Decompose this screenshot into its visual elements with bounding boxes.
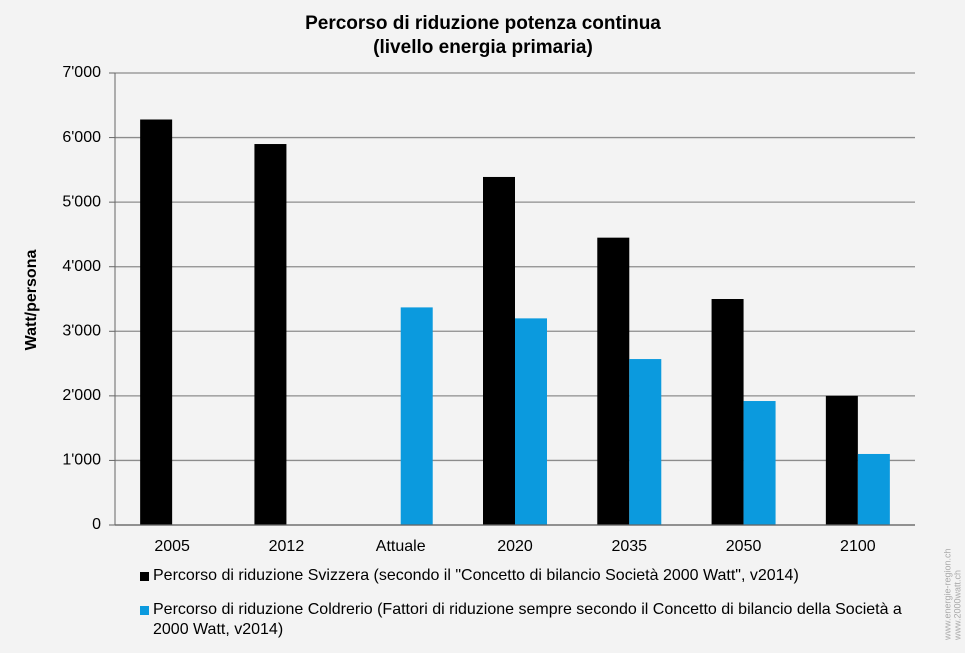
y-tick-label: 5'000 <box>62 193 101 210</box>
legend-swatch <box>140 606 149 615</box>
bar <box>825 395 858 525</box>
y-tick-label: 1'000 <box>62 452 101 469</box>
x-tick-label: Attuale <box>376 538 426 555</box>
y-tick-label: 0 <box>92 516 101 533</box>
legend-swatch <box>140 572 149 581</box>
y-axis-label: Watt/persona <box>23 250 40 351</box>
x-tick-label: 2005 <box>154 538 190 555</box>
bar <box>400 307 433 525</box>
x-tick-label: 2035 <box>611 538 647 555</box>
legend-item: Percorso di riduzione Coldrerio (Fattori… <box>140 600 930 640</box>
bar <box>711 299 744 525</box>
y-tick-label: 4'000 <box>62 258 101 275</box>
bar <box>515 318 547 525</box>
x-tick-label: 2020 <box>497 538 533 555</box>
y-tick-label: 6'000 <box>62 129 101 146</box>
y-tick-label: 7'000 <box>62 64 101 81</box>
bar <box>857 453 890 525</box>
chart-title: Percorso di riduzione potenza continua <box>305 13 661 34</box>
x-tick-label: 2050 <box>726 538 762 555</box>
bar <box>597 237 630 525</box>
chart-title: (livello energia primaria) <box>373 37 593 58</box>
watermark: www.energie-region.ch <box>942 548 952 641</box>
bar <box>254 144 287 525</box>
legend-label: Percorso di riduzione Coldrerio (Fattori… <box>153 601 902 638</box>
x-tick-label: 2012 <box>269 538 305 555</box>
legend-item: Percorso di riduzione Svizzera (secondo … <box>140 566 930 586</box>
y-tick-label: 3'000 <box>62 323 101 340</box>
bar <box>743 401 776 525</box>
bar <box>629 359 662 525</box>
x-tick-label: 2100 <box>840 538 876 555</box>
watermark: www.2000watt.ch <box>952 570 962 641</box>
bar <box>140 119 173 526</box>
bar <box>483 176 515 525</box>
legend-label: Percorso di riduzione Svizzera (secondo … <box>153 567 799 584</box>
y-tick-label: 2'000 <box>62 387 101 404</box>
legend: Percorso di riduzione Svizzera (secondo … <box>140 566 930 653</box>
